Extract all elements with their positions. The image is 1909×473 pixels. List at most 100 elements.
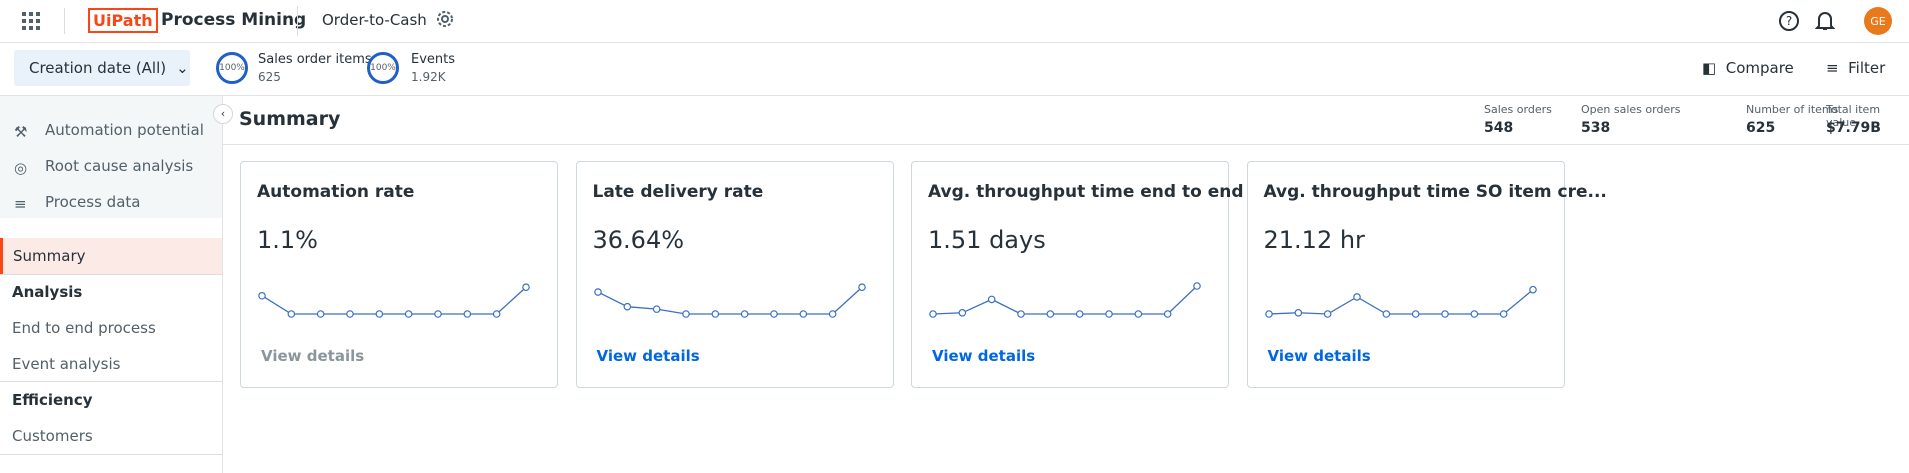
kpi-value: 548 xyxy=(1484,120,1514,136)
kpi-card[interactable]: Automation rate 1.1% View details xyxy=(240,161,558,388)
trend-point xyxy=(1046,310,1055,318)
card-title: Late delivery rate xyxy=(592,182,764,202)
kpi-value: 538 xyxy=(1581,120,1611,136)
trend-point xyxy=(1017,310,1025,318)
nav-item[interactable]: Event analysis xyxy=(12,355,121,373)
trend-point xyxy=(316,310,325,318)
kpi-label: Sales orders xyxy=(1484,103,1552,116)
apps-icon[interactable] xyxy=(22,12,40,30)
nav-section: Analysis xyxy=(12,283,83,301)
date-filter[interactable]: Creation date (All) ⌄ xyxy=(14,50,190,86)
filter-label: Filter xyxy=(1848,59,1886,77)
trend-point xyxy=(958,308,967,317)
notifications-icon[interactable] xyxy=(1815,10,1835,32)
view-details-link[interactable]: View details xyxy=(1267,347,1371,365)
sparkline xyxy=(929,282,1201,318)
card-value: 21.12 hr xyxy=(1263,226,1365,254)
trend-line xyxy=(597,286,862,315)
trend-point xyxy=(1411,310,1419,318)
trend-point xyxy=(346,310,354,318)
trend-point xyxy=(1528,285,1537,294)
sparkline xyxy=(593,283,866,318)
trend-point xyxy=(652,305,660,313)
nav-item[interactable]: End to end process xyxy=(12,319,156,337)
compare-label: Compare xyxy=(1725,59,1794,77)
kpi-card[interactable]: Avg. throughput time SO item cre... 21.12… xyxy=(1246,161,1607,388)
settings-icon[interactable] xyxy=(436,10,454,28)
kpi-card[interactable]: Avg. throughput time end to end 1.51 days… xyxy=(911,161,1244,388)
view-details-link[interactable]: View details xyxy=(261,347,365,365)
metric-ring: 100% xyxy=(367,52,399,84)
card-title: Avg. throughput time end to end xyxy=(928,182,1244,202)
trend-point xyxy=(463,310,472,318)
trend-point xyxy=(769,310,778,318)
trend-point xyxy=(1163,310,1172,318)
nav-item[interactable]: Root cause analysis xyxy=(45,157,194,175)
nav-item-active[interactable]: Summary xyxy=(0,238,222,274)
trend-point xyxy=(857,283,866,292)
kpi-label: Total item value xyxy=(1826,103,1881,129)
trend-point xyxy=(740,310,748,318)
trend-point xyxy=(1382,310,1390,318)
metric-value: 625 xyxy=(258,70,281,84)
trend-point xyxy=(287,310,296,318)
trend-point xyxy=(522,283,530,292)
help-icon[interactable]: ? xyxy=(1778,10,1800,32)
summary-title: Summary xyxy=(239,108,341,130)
trend-point xyxy=(711,310,719,318)
card-value: 1.1% xyxy=(257,226,318,254)
app-name: Process Mining xyxy=(161,10,307,30)
top-bar: UiPath Process Mining Order-to-Cash ? GE xyxy=(0,0,1909,43)
trend-point xyxy=(799,310,807,318)
trend-point xyxy=(404,310,413,318)
trend-line xyxy=(261,286,527,315)
date-filter-label: Creation date (All) xyxy=(29,59,167,77)
nav-item[interactable]: Customers xyxy=(12,427,93,445)
filter-button[interactable]: ≡ Filter xyxy=(1826,59,1886,77)
trend-line xyxy=(1268,289,1533,315)
kpi-label: Number of items xyxy=(1746,103,1839,116)
trend-point xyxy=(623,302,631,311)
sparkline xyxy=(1264,285,1537,318)
trend-point xyxy=(987,295,996,304)
card-value: 36.64% xyxy=(592,226,685,254)
collapse-button[interactable]: ‹ xyxy=(213,104,233,124)
trend-point xyxy=(375,310,384,318)
filter-bar: Creation date (All) ⌄ 100% Sales order it… xyxy=(0,43,1909,96)
metric-value: 1.92K xyxy=(411,70,446,84)
trend-line xyxy=(932,285,1198,315)
trend-point xyxy=(1294,308,1302,317)
trend-point xyxy=(929,310,937,318)
card-title: Avg. throughput time SO item cre... xyxy=(1263,182,1607,202)
kpi-value: $7.79B xyxy=(1826,120,1881,136)
card-title: Automation rate xyxy=(257,182,415,202)
compare-button[interactable]: ◧ Compare xyxy=(1702,59,1794,77)
trend-point xyxy=(681,310,690,318)
view-details-link[interactable]: View details xyxy=(596,347,700,365)
trend-point xyxy=(1352,293,1361,301)
trend-point xyxy=(1264,310,1273,318)
sparkline xyxy=(258,283,530,318)
trend-point xyxy=(1323,310,1331,318)
nav-item[interactable]: Process data xyxy=(45,193,141,211)
metric-ring: 100% xyxy=(216,52,248,84)
nav-item[interactable]: Automation potential xyxy=(45,121,204,139)
trend-point xyxy=(434,310,442,318)
trend-point xyxy=(258,291,266,300)
kpi-label: Open sales orders xyxy=(1581,103,1681,116)
avatar[interactable]: GE xyxy=(1864,7,1892,35)
trend-point xyxy=(1193,282,1201,290)
trend-point xyxy=(828,310,836,318)
trend-point xyxy=(1499,310,1507,318)
sidebar: ‹ Automation potential Root cause analys… xyxy=(0,96,233,473)
process-name: Order-to-Cash xyxy=(322,11,427,29)
kpi-card[interactable]: Late delivery rate 36.64% View details xyxy=(575,161,894,388)
nav-section: Efficiency xyxy=(12,391,93,409)
kpi-value: 625 xyxy=(1746,120,1776,136)
view-details-link[interactable]: View details xyxy=(932,347,1036,365)
trend-point xyxy=(1470,310,1478,318)
metric-label: Sales order items xyxy=(258,52,372,67)
trend-point xyxy=(1075,310,1084,318)
trend-point xyxy=(492,310,501,318)
